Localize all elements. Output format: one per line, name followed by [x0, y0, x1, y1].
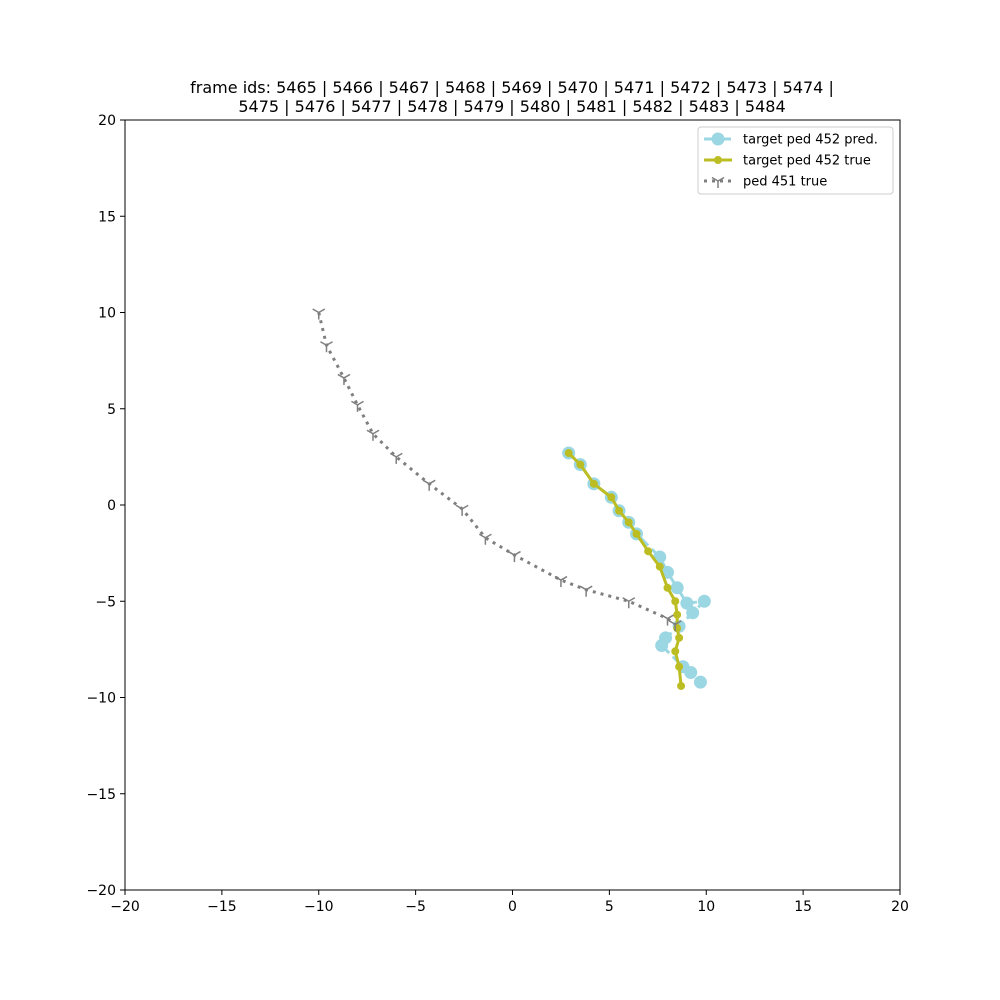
- y-tick-label-8: 20: [98, 113, 116, 129]
- axes-frame: [124, 119, 901, 891]
- data-point-s1-16: [677, 681, 686, 690]
- data-point-s1-6: [632, 529, 641, 538]
- data-point-s2-8: [478, 533, 492, 545]
- plot-area: [312, 308, 711, 690]
- data-point-s1-1: [576, 460, 585, 469]
- data-point-s1-3: [607, 493, 616, 502]
- legend-label-1: target ped 452 true: [743, 154, 871, 169]
- data-point-s0-15: [655, 639, 669, 653]
- legend-marker-1: [714, 156, 722, 164]
- data-point-s1-10: [671, 597, 680, 606]
- data-point-s0-18: [693, 675, 707, 689]
- data-point-s0-12: [686, 606, 700, 620]
- legend-label-2: ped 451 true: [743, 175, 827, 190]
- chart-title-line-2: 5475 | 5476 | 5477 | 5478 | 5479 | 5480 …: [238, 97, 785, 116]
- data-point-s2-0: [312, 308, 326, 320]
- y-tick-label-2: −10: [86, 691, 116, 707]
- data-point-s1-7: [644, 547, 653, 556]
- x-tick-label-4: 0: [508, 899, 517, 915]
- data-point-s1-15: [675, 662, 684, 671]
- x-tick-label-6: 10: [697, 899, 715, 915]
- data-point-s1-13: [675, 633, 684, 642]
- x-tick-label-2: −10: [304, 899, 334, 915]
- data-point-s1-11: [673, 610, 682, 619]
- data-point-s0-17: [684, 665, 698, 679]
- y-tick-label-4: 0: [107, 498, 116, 514]
- data-point-s1-5: [624, 518, 633, 527]
- legend-marker-2: [711, 176, 725, 188]
- x-tick-label-7: 15: [794, 899, 812, 915]
- y-tick-label-1: −15: [86, 787, 116, 803]
- legend: target ped 452 pred. target ped 452 true p…: [697, 126, 894, 195]
- y-tick-label-5: 5: [107, 402, 116, 418]
- data-point-s1-4: [615, 506, 624, 515]
- data-point-s1-8: [655, 562, 664, 571]
- data-point-s2-4: [366, 429, 380, 441]
- axes: −20 −15 −10 −5 0 5 10 15 20 −20 −15 −10 −5 0 5 10 15 20: [86, 113, 908, 915]
- legend-label-0: target ped 452 pred.: [743, 133, 878, 148]
- data-point-s2-9: [508, 550, 521, 563]
- chart-title-line-1: frame ids: 5465 | 5466 | 5467 | 5468 | 5…: [190, 78, 834, 97]
- series-line-2: [317, 312, 677, 626]
- data-point-s0-9: [670, 581, 684, 595]
- data-point-s1-9: [663, 583, 672, 592]
- data-point-s1-14: [671, 647, 680, 656]
- data-point-s0-11: [697, 594, 711, 608]
- data-point-s2-12: [622, 597, 636, 609]
- legend-marker-0: [711, 132, 725, 146]
- x-tick-label-3: −5: [405, 899, 426, 915]
- data-point-s2-13: [661, 614, 674, 626]
- data-point-s2-2: [337, 373, 351, 385]
- data-point-s2-14: [668, 620, 682, 632]
- x-tick-label-1: −15: [207, 899, 237, 915]
- y-tick-label-0: −20: [86, 883, 116, 899]
- y-tick-label-3: −5: [95, 594, 116, 610]
- y-tick-label-7: 15: [98, 209, 116, 225]
- data-point-s2-10: [554, 575, 568, 588]
- x-tick-label-0: −20: [110, 899, 140, 915]
- data-point-s2-1: [320, 341, 333, 353]
- data-point-s0-10: [680, 596, 694, 610]
- data-point-s2-7: [455, 504, 469, 516]
- legend-box: [697, 126, 894, 195]
- x-tick-label-5: 5: [605, 899, 614, 915]
- data-point-s2-6: [422, 479, 436, 491]
- y-tick-label-6: 10: [98, 306, 116, 322]
- data-point-s1-2: [589, 479, 598, 488]
- data-point-s2-3: [351, 400, 364, 412]
- data-point-s2-5: [389, 452, 403, 464]
- data-point-s1-0: [564, 449, 573, 458]
- data-point-s2-11: [579, 585, 593, 597]
- x-tick-label-8: 20: [891, 899, 909, 915]
